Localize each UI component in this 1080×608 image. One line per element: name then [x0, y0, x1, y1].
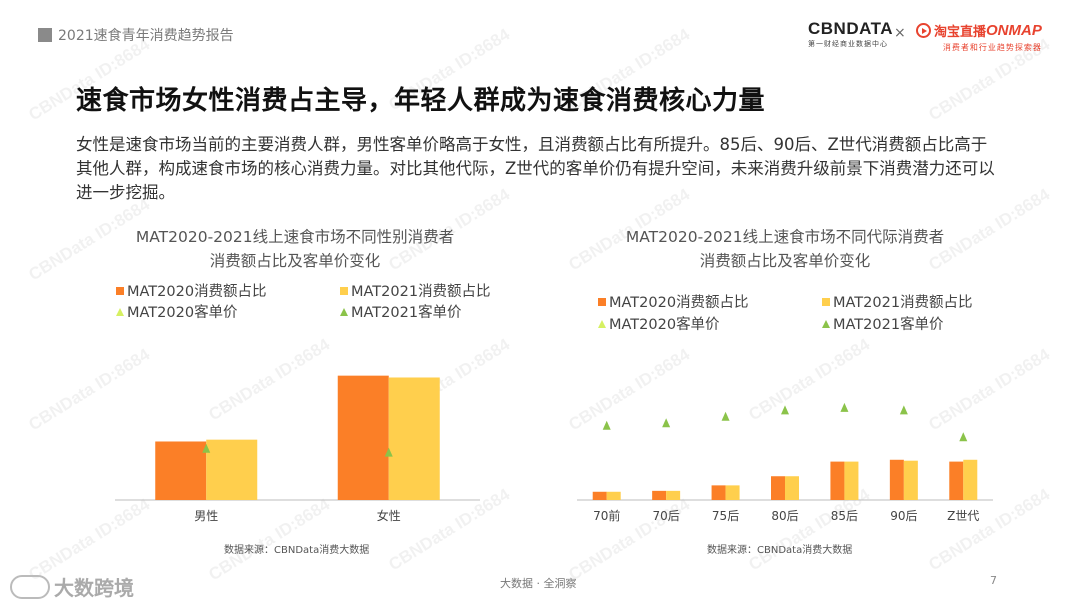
cbndata-logo: CBNDATA 第一财经商业数据中心 [808, 20, 893, 49]
header-square-icon [38, 28, 52, 42]
marker-mat2021-price [721, 411, 730, 421]
bar-mat2020-share [711, 485, 726, 500]
legend-swatch-yellow [822, 297, 830, 306]
bar-mat2021-share [785, 476, 799, 500]
marker-mat2021-price [840, 402, 849, 412]
legend-triangle-icon [116, 307, 124, 316]
footer-logo: 大数跨境 [10, 572, 134, 601]
marker-mat2021-price [781, 405, 789, 415]
marker-mat2021-price [202, 443, 211, 453]
bar-mat2020-share [592, 491, 607, 500]
cbndata-logo-text: CBNDATA [808, 19, 894, 38]
bar-mat2021-share [666, 490, 681, 500]
legend-label: MAT2021消费额占比 [351, 284, 491, 300]
footer-logo-icon [10, 574, 50, 599]
marker-mat2021-price [384, 447, 393, 457]
bar-mat2021-share [963, 459, 978, 500]
gender-chart-title-line1: MAT2020-2021线上速食市场不同性别消费者 [135, 228, 455, 246]
gender-chart-title: MAT2020-2021线上速食市场不同性别消费者 消费额占比及客单价变化 [100, 225, 490, 273]
generation-chart-source: 数据来源：CBNData消费大数据 [707, 545, 853, 556]
bar-mat2021-share [844, 461, 859, 500]
bar-mat2020-share [155, 441, 207, 500]
legend-item-mat2020-price: MAT2020客单价 [598, 313, 720, 334]
onmap-text: ONMAP [986, 22, 1042, 39]
legend-triangle-icon [340, 307, 348, 316]
marker-mat2021-price [602, 420, 611, 430]
generation-chart-title-line1: MAT2020-2021线上速食市场不同代际消费者 [625, 228, 945, 246]
bar-mat2021-share [903, 460, 918, 500]
page-number: 7 [990, 574, 997, 587]
legend-swatch-yellow [340, 286, 348, 295]
x-tick-label: 女性 [377, 508, 401, 523]
x-tick-label: 75后 [712, 509, 739, 523]
legend-label: MAT2020消费额占比 [609, 295, 749, 311]
cbndata-logo-sub: 第一财经商业数据中心 [808, 40, 888, 48]
taobao-live-logo: 淘宝直播 ONMAP 消费者和行业趋势探索器 [916, 21, 1042, 53]
taobao-live-sub: 消费者和行业趋势探索器 [942, 43, 1042, 52]
legend-label: MAT2021客单价 [833, 317, 944, 333]
marker-mat2021-price [662, 418, 671, 428]
legend-triangle-icon [598, 319, 606, 328]
x-tick-label: 85后 [831, 509, 858, 523]
gender-chart-source: 数据来源：CBNData消费大数据 [224, 545, 370, 556]
x-tick-label: 90后 [890, 509, 917, 523]
legend-item-mat2021-share: MAT2021消费额占比 [822, 291, 973, 312]
legend-label: MAT2020客单价 [127, 305, 238, 321]
x-tick-label: 80后 [771, 509, 798, 523]
taobao-live-name: 淘宝直播 [934, 25, 987, 40]
legend-item-mat2021-price: MAT2021客单价 [822, 313, 944, 334]
x-tick-label: 70后 [653, 509, 680, 523]
bar-mat2020-share [771, 476, 785, 500]
marker-mat2021-price [899, 405, 908, 415]
x-tick-label: Z世代 [947, 509, 979, 523]
legend-item-mat2021-share: MAT2021消费额占比 [340, 280, 491, 301]
legend-label: MAT2020客单价 [609, 317, 720, 333]
bar-mat2021-share [388, 377, 440, 500]
bar-mat2021-share [725, 485, 740, 500]
bar-mat2020-share [830, 461, 845, 500]
gender-chart-title-line2: 消费额占比及客单价变化 [209, 252, 381, 270]
footer-slogan: 大数据 · 全洞察 [500, 577, 577, 590]
legend-label: MAT2021客单价 [351, 305, 462, 321]
generation-chart-title-line2: 消费额占比及客单价变化 [699, 252, 871, 270]
footer-logo-text: 大数跨境 [54, 576, 134, 600]
legend-item-mat2020-share: MAT2020消费额占比 [116, 280, 267, 301]
legend-item-mat2020-price: MAT2020客单价 [116, 301, 238, 322]
bar-mat2020-share [652, 490, 667, 500]
page-title: 速食市场女性消费占主导，年轻人群成为速食消费核心力量 [76, 86, 766, 116]
bar-mat2021-share [606, 491, 621, 500]
marker-mat2021-price [959, 432, 968, 442]
legend-item-mat2020-share: MAT2020消费额占比 [598, 291, 749, 312]
legend-label: MAT2020消费额占比 [127, 284, 267, 300]
bar-mat2021-share [206, 439, 258, 500]
legend-triangle-icon [822, 319, 830, 328]
play-icon [916, 23, 931, 38]
bar-mat2020-share [949, 461, 964, 500]
bar-mat2020-share [889, 459, 904, 500]
x-tick-label: 男性 [194, 509, 218, 523]
page-description: 女性是速食市场当前的主要消费人群，男性客单价略高于女性，且消费额占比有所提升。8… [76, 135, 995, 202]
x-tick-label: 70前 [593, 508, 620, 523]
logo-separator: × [894, 25, 906, 41]
legend-swatch-orange [598, 297, 606, 306]
generation-chart-title: MAT2020-2021线上速食市场不同代际消费者 消费额占比及客单价变化 [590, 225, 980, 273]
report-title: 2021速食青年消费趋势报告 [58, 28, 234, 44]
legend-swatch-orange [116, 286, 124, 295]
legend-item-mat2021-price: MAT2021客单价 [340, 301, 462, 322]
bar-mat2020-share [337, 375, 389, 500]
legend-label: MAT2021消费额占比 [833, 295, 973, 311]
report-header: 2021速食青年消费趋势报告 [38, 25, 234, 45]
